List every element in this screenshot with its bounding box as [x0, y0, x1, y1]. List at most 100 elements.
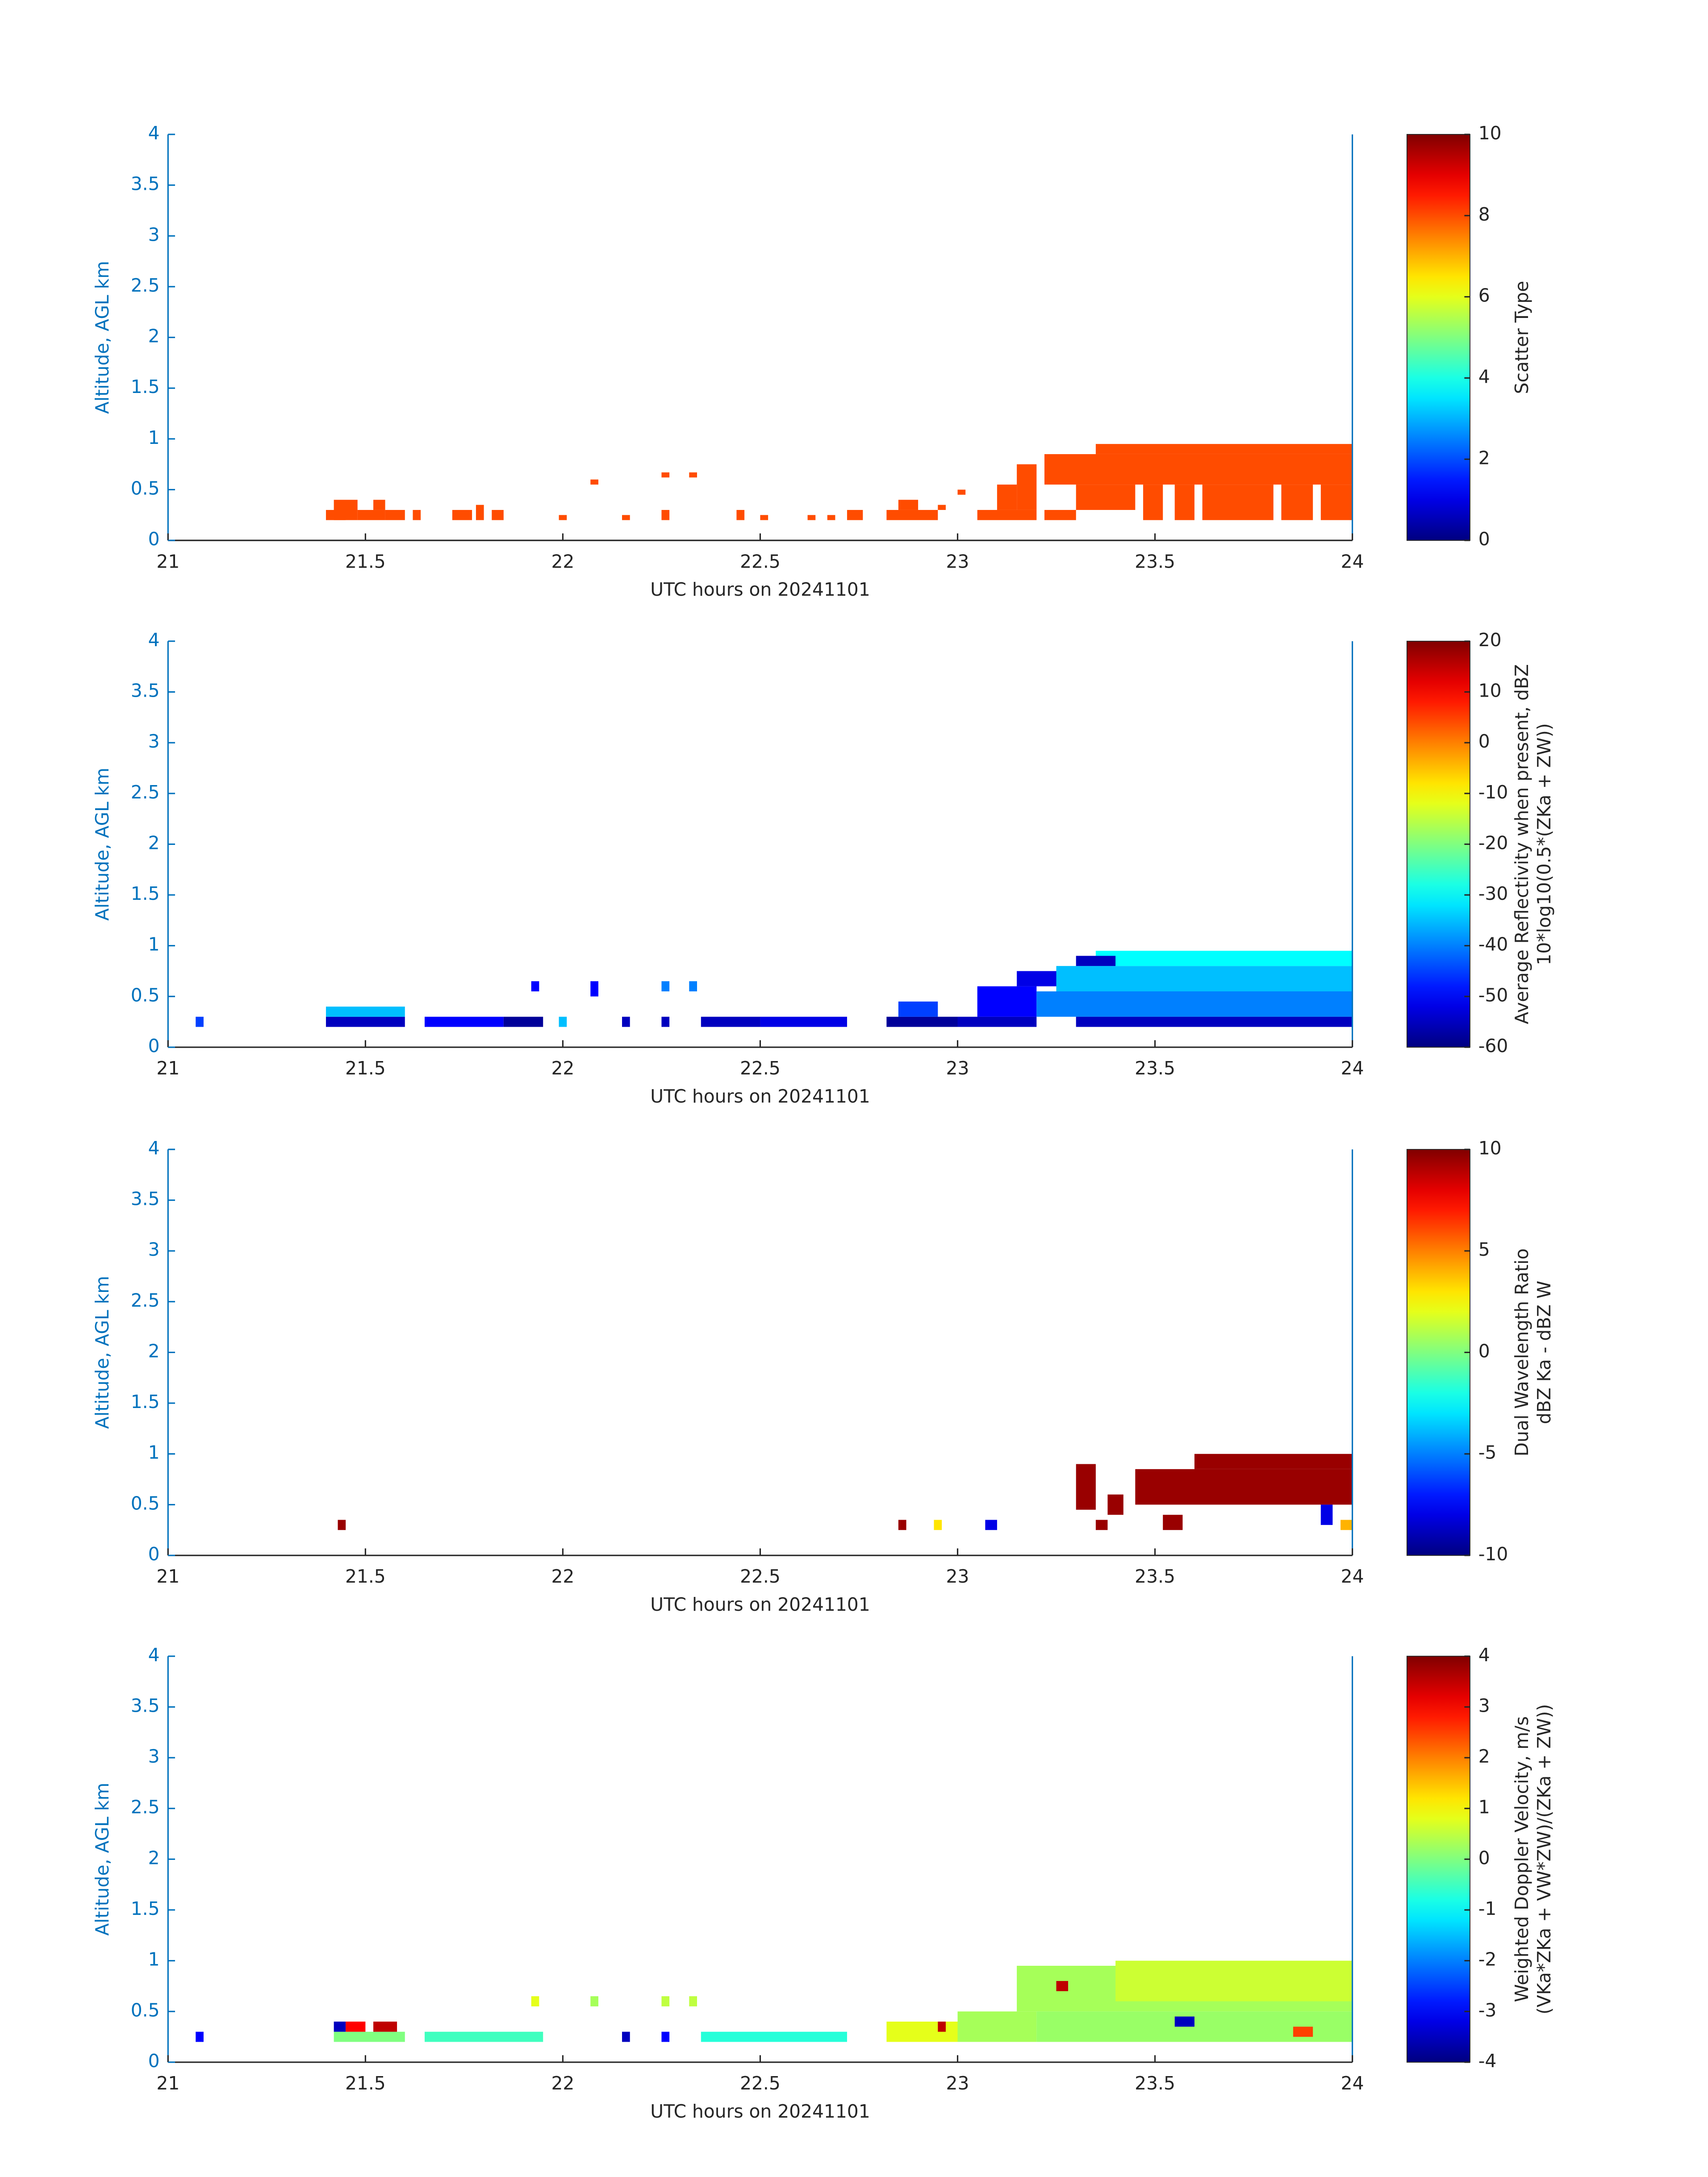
x-tick-label: 21	[156, 2073, 180, 2094]
y-tick-label: 3	[148, 1746, 160, 1767]
y-tick-label: 0	[148, 528, 160, 550]
cell	[938, 2022, 946, 2032]
cell	[957, 1016, 1037, 1027]
cell	[807, 515, 816, 520]
cell	[1044, 454, 1353, 485]
cell	[590, 1996, 598, 2006]
cell	[622, 515, 630, 520]
cell	[898, 500, 919, 510]
cell	[476, 505, 484, 520]
cell	[1341, 1520, 1353, 1530]
y-tick-label: 4	[148, 1137, 160, 1159]
x-tick-label: 22	[551, 2073, 574, 2094]
cell	[385, 510, 405, 520]
y-tick-label: 1	[148, 427, 160, 448]
y-tick-label: 2	[148, 832, 160, 853]
colorbar-tick-label: 3	[1478, 1695, 1490, 1716]
x-tick-label: 23	[946, 2073, 969, 2094]
cell	[886, 1016, 958, 1027]
colorbar	[1406, 134, 1470, 541]
colorbar-tick-label: 0	[1478, 528, 1490, 550]
colorbar-tick-label: 1	[1478, 1797, 1490, 1818]
colorbar-tick-label: 8	[1478, 204, 1490, 225]
cell	[346, 2022, 366, 2032]
x-tick-label: 23	[946, 1057, 969, 1079]
cell	[1044, 510, 1076, 520]
cell	[661, 981, 670, 992]
cell	[1194, 1454, 1353, 1469]
x-axis-label: UTC hours on 20241101	[650, 579, 870, 600]
cell	[559, 515, 567, 520]
y-axis-label: Altitude, AGL km	[92, 261, 113, 414]
cell	[1056, 966, 1353, 992]
cell	[1174, 485, 1194, 520]
cell	[1293, 2027, 1313, 2037]
cell	[1017, 464, 1037, 510]
x-tick-label: 21.5	[345, 1566, 386, 1587]
x-tick-label: 23	[946, 551, 969, 572]
cell	[452, 510, 472, 520]
colorbar-tick-label: 6	[1478, 285, 1490, 306]
y-tick-label: 0.5	[131, 984, 160, 1006]
colorbar-tick-label: -3	[1478, 1999, 1497, 2021]
x-tick-label: 22	[551, 1566, 574, 1587]
cell	[661, 510, 670, 520]
colorbar-tick-label: -50	[1478, 984, 1508, 1006]
y-tick-label: 2	[148, 326, 160, 347]
x-tick-label: 24	[1341, 551, 1364, 572]
colorbar-tick-label: -5	[1478, 1442, 1497, 1463]
cell	[590, 981, 598, 997]
cell	[424, 2031, 543, 2042]
cell	[977, 510, 1037, 520]
y-axis-label: Altitude, AGL km	[92, 1276, 113, 1429]
x-axis-label: UTC hours on 20241101	[650, 1086, 870, 1107]
y-axis-label: Altitude, AGL km	[92, 768, 113, 921]
y-tick-label: 0.5	[131, 477, 160, 499]
y-tick-label: 1	[148, 1949, 160, 1970]
x-tick-label: 24	[1341, 1057, 1364, 1079]
cell	[1320, 485, 1353, 520]
y-axis-label: Altitude, AGL km	[92, 1783, 113, 1936]
cell	[997, 485, 1017, 510]
y-tick-label: 1	[148, 1442, 160, 1463]
colorbar-tick-label: -10	[1478, 781, 1508, 803]
x-tick-label: 24	[1341, 1566, 1364, 1587]
cell	[1135, 1469, 1353, 1505]
y-tick-label: 3	[148, 224, 160, 245]
cell	[357, 510, 385, 520]
colorbar-tick-label: 2	[1478, 1746, 1490, 1767]
cell	[413, 510, 421, 520]
x-tick-label: 21.5	[345, 2073, 386, 2094]
cell	[689, 472, 697, 478]
x-tick-label: 22.5	[740, 551, 781, 572]
y-tick-label: 3.5	[131, 173, 160, 195]
colorbar-tick-label: -60	[1478, 1035, 1508, 1057]
y-tick-label: 3.5	[131, 680, 160, 701]
x-tick-label: 24	[1341, 2073, 1364, 2094]
cell	[1163, 1515, 1183, 1530]
cell	[886, 2022, 958, 2042]
cell	[1076, 1016, 1353, 1027]
cell	[934, 1520, 942, 1530]
cell	[559, 1016, 567, 1027]
cell	[1056, 1981, 1069, 1991]
colorbar-tick-label: -40	[1478, 934, 1508, 955]
y-tick-label: 1.5	[131, 1898, 160, 1919]
cell	[689, 981, 697, 992]
colorbar	[1406, 640, 1470, 1048]
colorbar-tick-label: -30	[1478, 883, 1508, 904]
y-tick-label: 0	[148, 1035, 160, 1057]
colorbar-tick-label: 0	[1478, 1340, 1490, 1362]
y-tick-label: 0	[148, 2050, 160, 2072]
colorbar	[1406, 1655, 1470, 2063]
y-tick-label: 2.5	[131, 1797, 160, 1818]
cell	[957, 489, 966, 495]
x-tick-label: 23.5	[1135, 551, 1175, 572]
cell	[977, 986, 1037, 1017]
colorbar-label: 10*log10(0.5*(ZKa + ZW))	[1533, 723, 1555, 965]
y-tick-label: 1.5	[131, 376, 160, 397]
y-tick-label: 1.5	[131, 883, 160, 904]
x-tick-label: 21.5	[345, 1057, 386, 1079]
cell	[1036, 991, 1353, 1017]
